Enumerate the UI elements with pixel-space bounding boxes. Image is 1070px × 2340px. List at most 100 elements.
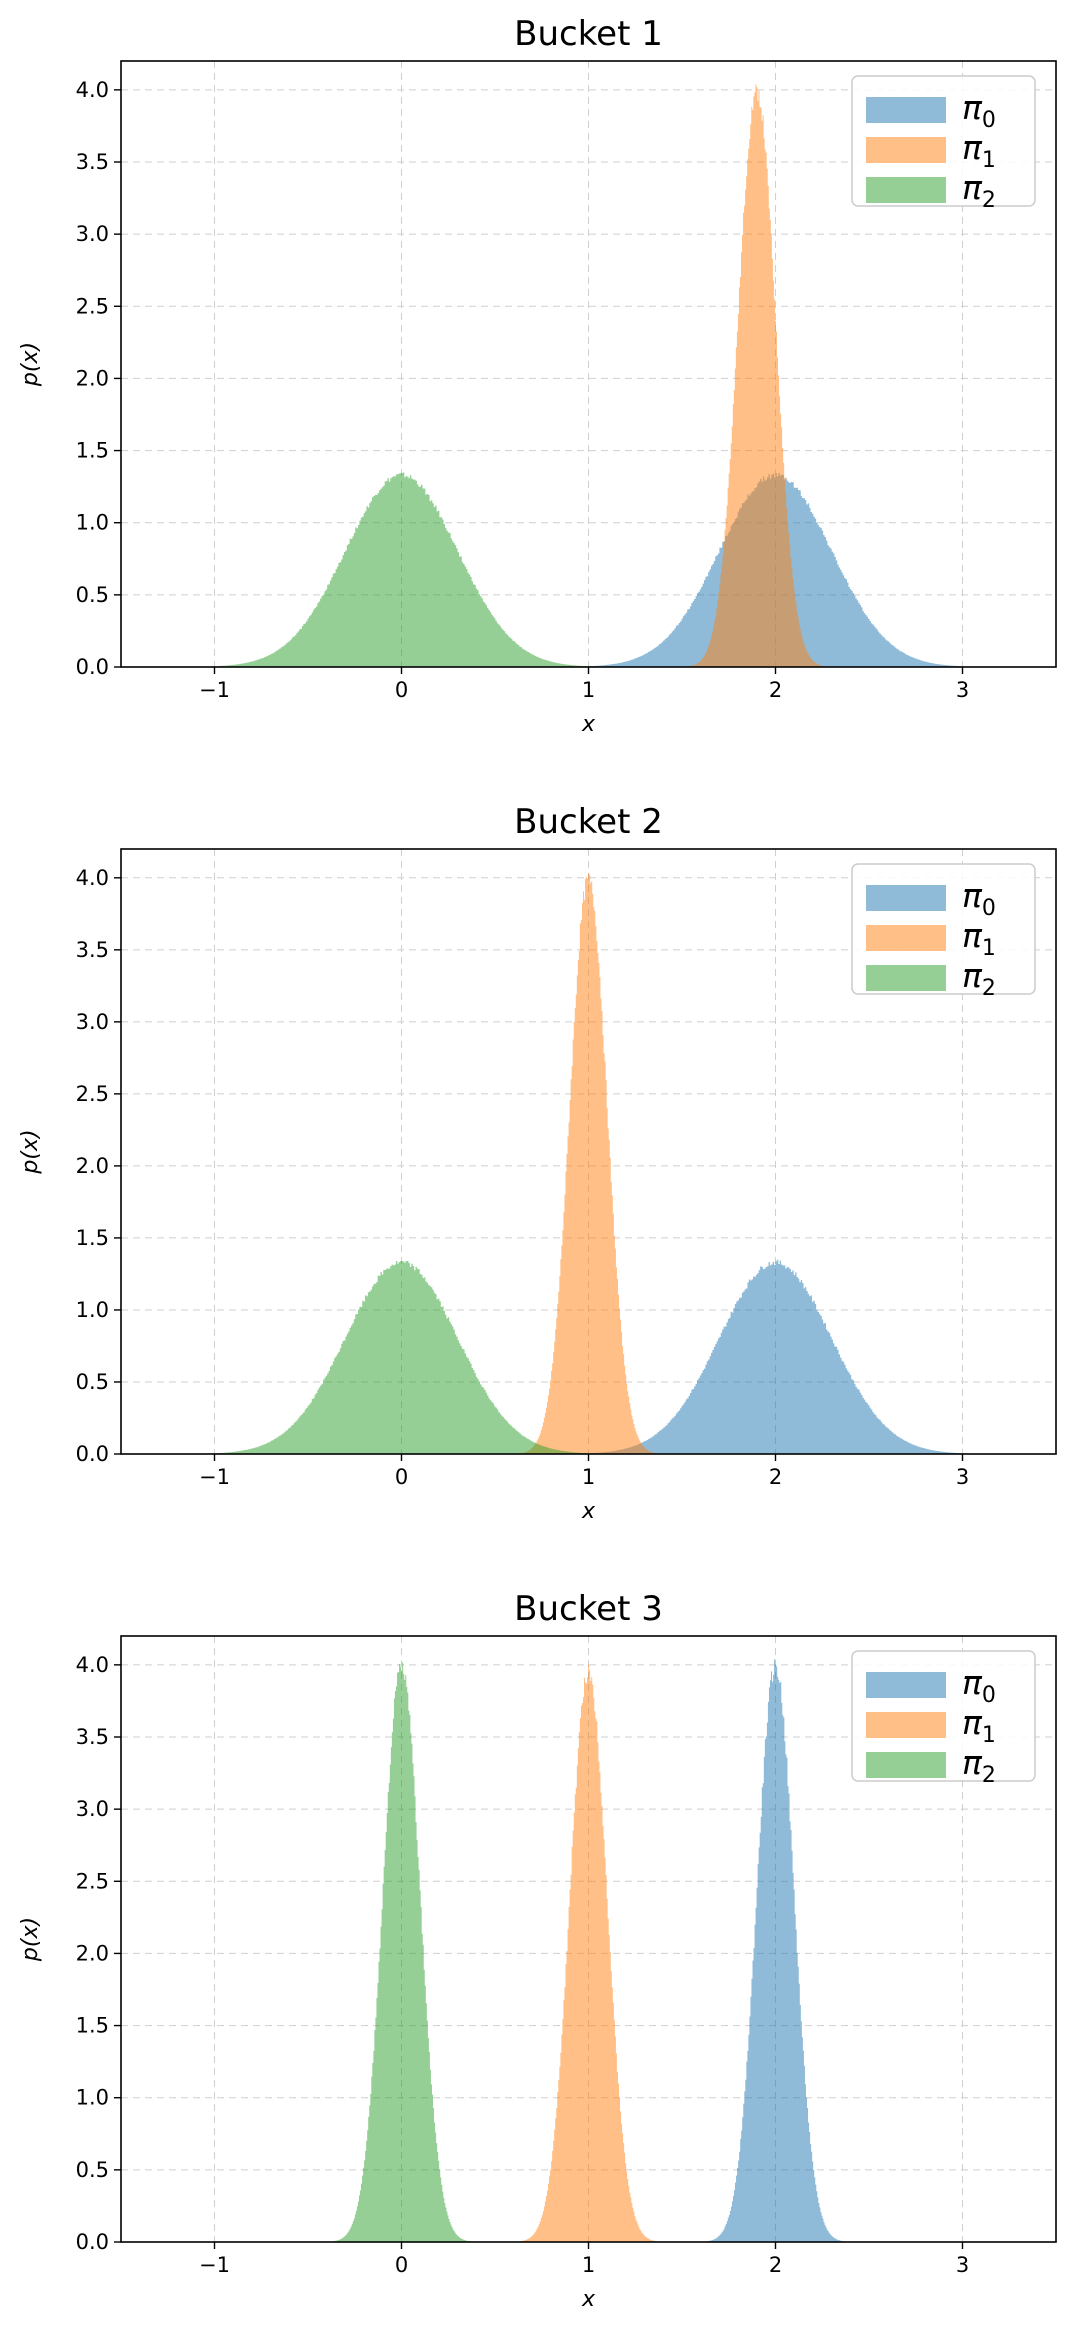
series-area-π2	[322, 1662, 481, 2242]
legend-label-subscript: 2	[982, 976, 996, 1001]
legend-label-subscript: 2	[982, 188, 996, 213]
series-area-π1	[678, 84, 836, 667]
legend-label-π0: π0	[962, 1663, 996, 1708]
legend-swatch-π2	[866, 177, 946, 203]
legend-label-base: π	[962, 916, 983, 955]
series-area-π0	[539, 1259, 1013, 1454]
x-tick-label: 3	[956, 1465, 969, 1489]
x-axis-label: x	[581, 1499, 596, 1524]
y-tick-label: 1.0	[76, 511, 109, 535]
legend-label-subscript: 2	[982, 1763, 996, 1788]
y-tick-label: 0.5	[76, 1370, 109, 1394]
x-tick-label: 2	[769, 2253, 782, 2277]
legend-label-π1: π1	[962, 1703, 996, 1748]
series-area-π2	[165, 1260, 639, 1454]
x-tick-label: −1	[199, 1465, 230, 1489]
legend-label-base: π	[962, 88, 983, 127]
legend-label-base: π	[962, 956, 983, 995]
legend-label-subscript: 1	[982, 148, 996, 173]
y-tick-label: 2.0	[76, 366, 109, 390]
y-tick-label: 3.0	[76, 222, 109, 246]
x-tick-label: −1	[199, 678, 230, 702]
y-tick-label: 0.5	[76, 2158, 109, 2182]
y-tick-label: 2.0	[76, 1154, 109, 1178]
x-tick-label: 2	[769, 678, 782, 702]
legend-label-π1: π1	[962, 916, 996, 961]
y-tick-label: 1.0	[76, 1298, 109, 1322]
x-tick-label: 0	[395, 2253, 408, 2277]
y-tick-label: 2.5	[76, 1869, 109, 1893]
legend-label-base: π	[962, 128, 983, 167]
y-axis-label: p(x)	[18, 342, 43, 387]
legend-label-π0: π0	[962, 88, 996, 133]
chart-panel-2: −1 0 1 2 3 0.0 0.5 1.0 1.5 2.0 2.5 3.0 3.5 4.0 Bucket …	[18, 802, 1057, 1524]
y-axis-label: p(x)	[18, 1917, 43, 1962]
x-tick-label: 0	[395, 678, 408, 702]
y-tick-label: 2.5	[76, 1082, 109, 1106]
legend-label-base: π	[962, 1703, 983, 1742]
y-tick-label: 1.5	[76, 1226, 109, 1250]
series-area-π0	[696, 1659, 855, 2242]
y-tick-label: 4.0	[76, 866, 109, 890]
y-tick-label: 0.5	[76, 583, 109, 607]
series-area-π1	[509, 873, 668, 1454]
series-area-π2	[165, 472, 639, 667]
y-tick-label: 1.5	[76, 439, 109, 463]
legend-label-subscript: 0	[982, 896, 996, 921]
legend-swatch-π0	[866, 885, 946, 911]
x-tick-label: 2	[769, 1465, 782, 1489]
y-tick-label: 3.5	[76, 1725, 109, 1749]
legend-label-subscript: 1	[982, 936, 996, 961]
x-tick-label: 3	[956, 678, 969, 702]
legend-swatch-π1	[866, 925, 946, 951]
legend-swatch-π1	[866, 137, 946, 163]
y-tick-label: 3.5	[76, 150, 109, 174]
y-tick-label: 4.0	[76, 78, 109, 102]
y-tick-label: 0.0	[76, 655, 109, 679]
x-tick-label: 3	[956, 2253, 969, 2277]
legend-label-base: π	[962, 168, 983, 207]
legend-label-base: π	[962, 1743, 983, 1782]
y-tick-label: 3.0	[76, 1010, 109, 1034]
chart-title: Bucket 3	[514, 1589, 663, 1629]
x-tick-label: 0	[395, 1465, 408, 1489]
y-tick-label: 3.0	[76, 1797, 109, 1821]
y-tick-label: 0.0	[76, 2230, 109, 2254]
legend-swatch-π1	[866, 1712, 946, 1738]
legend-label-base: π	[962, 1663, 983, 1702]
x-tick-label: −1	[199, 2253, 230, 2277]
y-tick-label: 0.0	[76, 1442, 109, 1466]
legend-label-π2: π2	[962, 956, 996, 1001]
chart-panel-3: −1 0 1 2 3 0.0 0.5 1.0 1.5 2.0 2.5 3.0 3.5 4.0 Bucket …	[18, 1589, 1057, 2312]
y-tick-label: 2.0	[76, 1941, 109, 1965]
x-axis-label: x	[581, 712, 596, 737]
y-axis-label: p(x)	[18, 1129, 43, 1174]
legend-swatch-π0	[866, 97, 946, 123]
x-tick-label: 1	[582, 1465, 595, 1489]
y-tick-label: 1.5	[76, 2014, 109, 2038]
legend-label-π1: π1	[962, 128, 996, 173]
legend-label-subscript: 1	[982, 1723, 996, 1748]
chart-panel-1: −1 0 1 2 3 0.0 0.5 1.0 1.5 2.0 2.5 3.0 3.5 4.0 Bucket …	[18, 14, 1057, 737]
x-tick-label: 1	[582, 2253, 595, 2277]
legend-label-subscript: 0	[982, 1683, 996, 1708]
legend-label-subscript: 0	[982, 108, 996, 133]
y-tick-label: 3.5	[76, 938, 109, 962]
chart-title: Bucket 1	[514, 14, 663, 54]
y-tick-label: 1.0	[76, 2086, 109, 2110]
legend-label-π0: π0	[962, 876, 996, 921]
x-axis-label: x	[581, 2287, 596, 2312]
chart-title: Bucket 2	[514, 802, 663, 842]
legend-swatch-π2	[866, 1752, 946, 1778]
legend-swatch-π2	[866, 965, 946, 991]
legend-label-base: π	[962, 876, 983, 915]
x-tick-label: 1	[582, 678, 595, 702]
y-tick-label: 2.5	[76, 294, 109, 318]
series-area-π1	[509, 1664, 668, 2242]
y-tick-label: 4.0	[76, 1653, 109, 1677]
legend-swatch-π0	[866, 1672, 946, 1698]
